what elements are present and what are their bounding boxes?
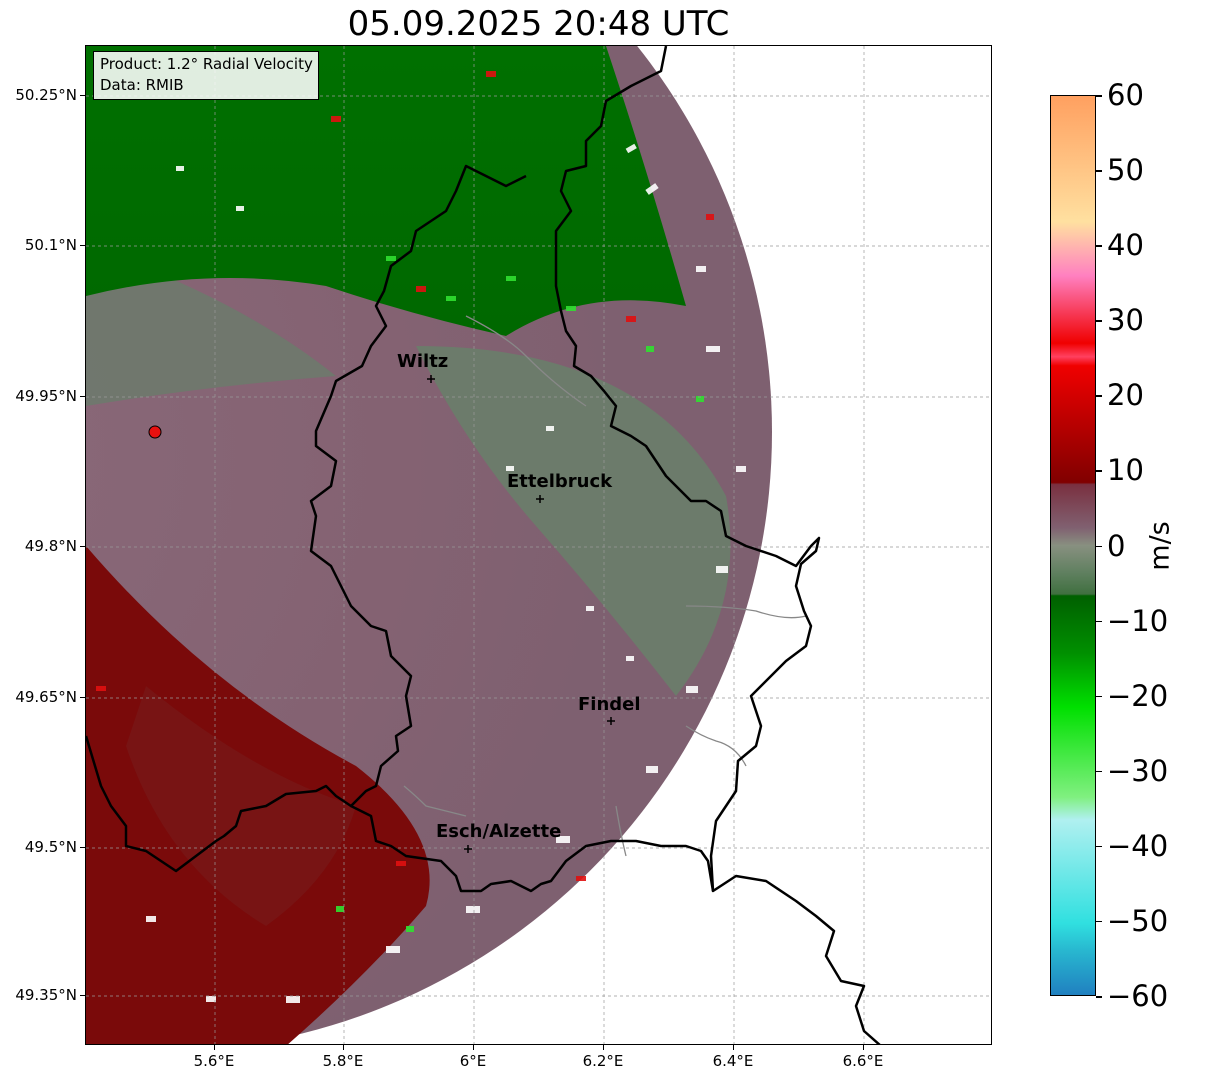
lat-tick-mark	[80, 95, 85, 96]
city-label-ettelbruck: Ettelbruck	[507, 471, 613, 492]
radar-zone-red-inner	[126, 686, 356, 926]
place-markers	[427, 375, 615, 853]
product-label: Product: 1.2° Radial Velocity	[100, 55, 313, 73]
lon-tick-mark	[343, 1045, 344, 1050]
place-marker-ettelbruck	[536, 495, 544, 503]
chart-title: 05.09.2025 20:48 UTC	[347, 4, 730, 44]
lon-tick-label: 6.2°E	[582, 1052, 624, 1070]
radar-map-svg	[86, 46, 991, 1044]
lon-tick-label: 5.6°E	[193, 1052, 235, 1070]
colorbar-tick-mark	[1096, 95, 1102, 97]
lat-tick-mark	[80, 847, 85, 848]
colorbar-tick-label: 30	[1107, 303, 1144, 338]
colorbar-tick-mark	[1096, 470, 1102, 472]
lon-tick-mark	[603, 1045, 604, 1050]
lon-tick-mark	[733, 1045, 734, 1050]
radar-zone-greygreen	[416, 346, 731, 696]
data-source-label: Data: RMIB	[100, 76, 184, 94]
place-marker-findel	[607, 717, 615, 725]
lon-tick-mark	[473, 1045, 474, 1050]
colorbar-tick-label: −60	[1107, 979, 1169, 1013]
colorbar-tick-label: 50	[1107, 153, 1144, 188]
colorbar-tick-label: 20	[1107, 378, 1144, 413]
lat-tick-mark	[80, 995, 85, 996]
country-borders	[86, 46, 881, 1044]
colorbar-tick-mark	[1096, 545, 1102, 547]
lon-tick-mark	[863, 1045, 864, 1050]
lat-tick-mark	[80, 697, 85, 698]
city-label-findel: Findel	[578, 694, 641, 715]
lat-tick-mark	[80, 245, 85, 246]
colorbar-tick-label: −20	[1107, 678, 1169, 713]
colorbar-tick-label: −50	[1107, 903, 1169, 938]
colorbar-tick-label: −40	[1107, 828, 1169, 863]
city-label-wiltz: Wiltz	[397, 351, 449, 372]
colorbar-tick-mark	[1096, 620, 1102, 623]
velocity-colorbar	[1050, 95, 1096, 996]
place-marker-wiltz	[427, 375, 435, 383]
radar-zone-green	[86, 46, 686, 336]
colorbar-tick-mark	[1096, 770, 1102, 773]
lat-tick-mark	[80, 396, 85, 397]
lon-tick-label: 5.8°E	[322, 1052, 364, 1070]
radar-map[interactable]	[85, 45, 992, 1045]
radar-zone-greygreen-west	[86, 246, 336, 406]
colorbar-tick-mark	[1096, 170, 1102, 172]
lat-tick-label: 49.95°N	[15, 387, 77, 405]
colorbar-tick-label: 0	[1107, 528, 1126, 563]
colorbar-tick-label: 40	[1107, 228, 1144, 263]
lon-tick-mark	[214, 1045, 215, 1050]
colorbar-tick-mark	[1096, 320, 1102, 322]
colorbar-tick-mark	[1096, 996, 1102, 998]
lon-tick-label: 6°E	[459, 1052, 487, 1070]
lon-tick-label: 6.4°E	[712, 1052, 754, 1070]
product-info-box: Product: 1.2° Radial Velocity Data: RMIB	[93, 51, 319, 100]
city-label-esch: Esch/Alzette	[436, 821, 562, 842]
colorbar-tick-mark	[1096, 245, 1102, 247]
colorbar-tick-mark	[1096, 695, 1102, 698]
lon-gridlines	[214, 46, 865, 1044]
radar-site-marker	[148, 425, 162, 439]
place-marker-esch	[464, 845, 472, 853]
colorbar-tick-label: 10	[1107, 453, 1144, 488]
lon-tick-label: 6.6°E	[842, 1052, 884, 1070]
colorbar-tick-mark	[1096, 395, 1102, 397]
lat-tick-label: 49.65°N	[15, 688, 77, 706]
radar-speckle	[146, 143, 746, 1003]
lat-tick-label: 50.25°N	[15, 86, 77, 104]
radar-speckle-red	[96, 71, 714, 881]
lat-tick-label: 49.8°N	[24, 537, 77, 555]
colorbar-tick-label: −30	[1107, 753, 1169, 788]
lat-tick-label: 50.1°N	[24, 236, 77, 254]
colorbar-tick-label: 60	[1107, 78, 1144, 112]
colorbar-tick-mark	[1096, 845, 1102, 848]
rivers	[403, 315, 807, 857]
colorbar-unit-label: m/s	[1144, 521, 1176, 571]
radar-speckle-green	[336, 256, 704, 932]
lat-tick-label: 49.35°N	[15, 986, 77, 1004]
colorbar-tick-mark	[1096, 920, 1102, 923]
lat-tick-mark	[80, 546, 85, 547]
colorbar-tick-label: −10	[1107, 603, 1169, 638]
lat-tick-label: 49.5°N	[24, 838, 77, 856]
